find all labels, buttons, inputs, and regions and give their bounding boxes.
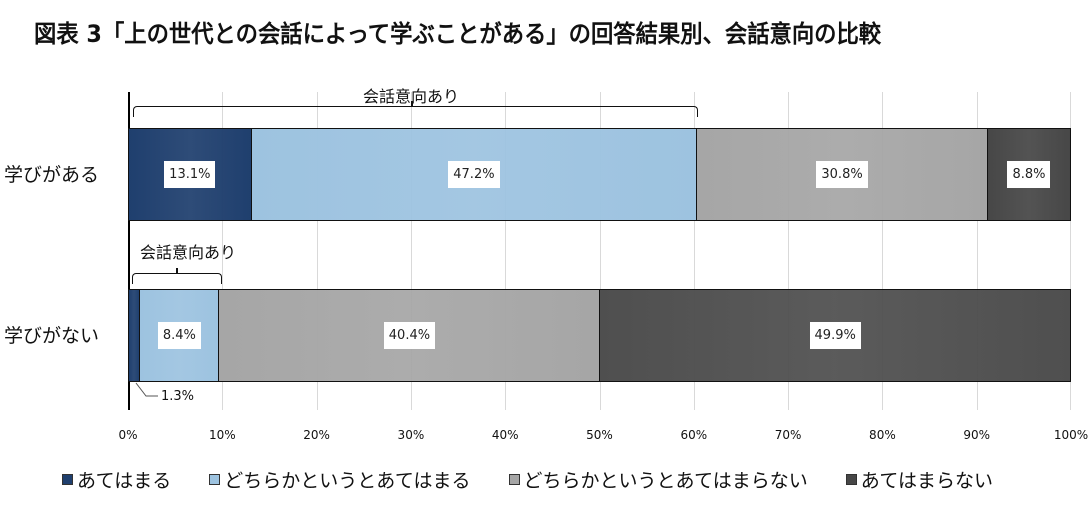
- data-label: 8.8%: [1007, 161, 1051, 188]
- gridline: [599, 92, 601, 410]
- bar-segment: 30.8%: [697, 128, 988, 221]
- legend-item: どちらかというとあてはまる: [209, 466, 471, 493]
- x-tick-label: 90%: [963, 428, 991, 442]
- x-tick-label: 70%: [774, 428, 802, 442]
- x-tick-label: 10%: [208, 428, 236, 442]
- gridline: [410, 92, 412, 410]
- legend: あてはまる どちらかというとあてはまる どちらかというとあてはまらない あてはまらない: [62, 466, 993, 493]
- legend-swatch-icon: [62, 474, 73, 485]
- gridline: [505, 92, 507, 410]
- gridline: [1070, 92, 1071, 410]
- bracket-tick: [411, 101, 413, 107]
- category-label-learning-yes: 学びがある: [4, 164, 100, 186]
- legend-label: どちらかというとあてはまる: [224, 470, 471, 492]
- category-label-learning-no: 学びがない: [4, 325, 100, 347]
- bracket-learning-no: [132, 273, 222, 284]
- gridline: [976, 92, 978, 410]
- bar-learning-no: 8.4% 40.4% 49.9%: [128, 289, 1071, 382]
- legend-label: あてはまらない: [860, 470, 993, 492]
- bar-segment: 40.4%: [219, 289, 601, 382]
- gridline: [788, 92, 790, 410]
- legend-swatch-icon: [845, 474, 857, 485]
- bar-learning-yes: 13.1% 47.2% 30.8% 8.8%: [128, 128, 1071, 221]
- x-tick-label: 20%: [303, 428, 330, 442]
- bar-segment: 49.9%: [600, 289, 1071, 382]
- gridline: [222, 92, 224, 410]
- bar-segment: [128, 289, 141, 382]
- legend-label: どちらかというとあてはまらない: [523, 470, 808, 492]
- x-tick-label: 60%: [680, 428, 708, 442]
- bar-segment: 8.8%: [987, 128, 1071, 221]
- legend-item: どちらかというとあてはまらない: [508, 466, 808, 493]
- legend-label: あてはまる: [77, 470, 172, 492]
- bracket-learning-yes: [133, 106, 698, 117]
- bracket-label-learning-no: 会話意向あり: [139, 243, 237, 262]
- legend-swatch-icon: [209, 474, 221, 485]
- legend-item: あてはまらない: [845, 466, 993, 493]
- x-tick-label: 50%: [586, 428, 613, 442]
- chart-title: 図表 3「上の世代との会話によって学ぶことがある」の回答結果別、会話意向の比較: [34, 20, 882, 48]
- data-label: 30.8%: [816, 161, 868, 188]
- callout-label-1-3: 1.3%: [161, 389, 195, 404]
- bracket-tick: [176, 268, 178, 274]
- bar-segment: 13.1%: [128, 128, 252, 221]
- legend-swatch-icon: [508, 474, 520, 485]
- data-label: 8.4%: [157, 322, 201, 349]
- legend-item: あてはまる: [62, 466, 171, 493]
- plot-area: 会話意向あり 13.1% 47.2% 30.8% 8.8% 会話意向あり 8.4% 40…: [128, 87, 1071, 410]
- callout-leader-line: [135, 382, 158, 397]
- x-tick-label: 0%: [118, 428, 138, 442]
- bracket-label-learning-yes: 会話意向あり: [362, 87, 460, 106]
- data-label: 49.9%: [809, 322, 861, 349]
- bar-segment: 47.2%: [251, 128, 698, 221]
- x-tick-label: 80%: [869, 428, 896, 442]
- gridline: [882, 92, 884, 410]
- y-axis-line: [128, 92, 130, 410]
- gridline: [693, 92, 695, 410]
- x-tick-label: 40%: [491, 428, 519, 442]
- data-label: 13.1%: [164, 161, 216, 188]
- bar-segment: 8.4%: [140, 289, 220, 382]
- data-label: 47.2%: [448, 161, 500, 188]
- x-tick-label: 30%: [397, 428, 425, 442]
- data-label: 40.4%: [383, 322, 436, 349]
- gridline: [316, 92, 318, 410]
- x-tick-label: 100%: [1053, 428, 1089, 442]
